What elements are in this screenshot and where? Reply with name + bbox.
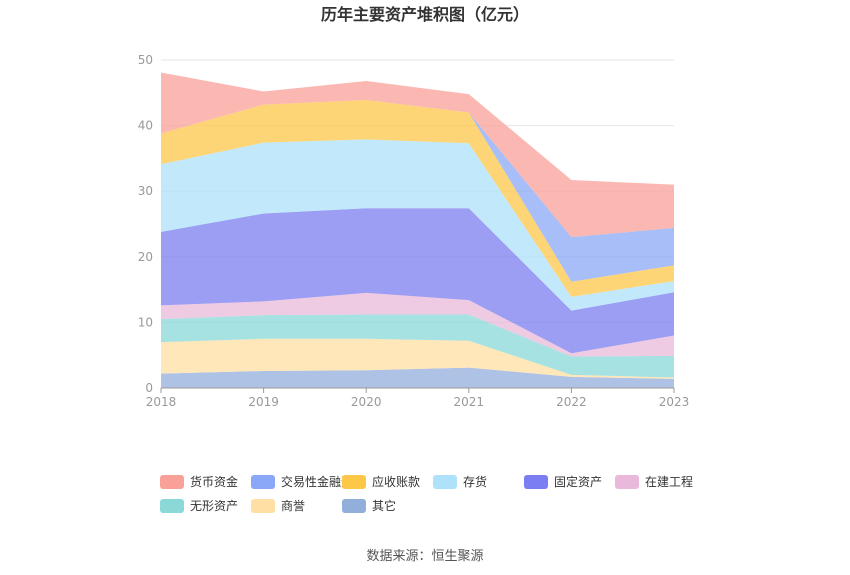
axes: 0 10 20 30 40 50 2018 2019 2020 2021 2022 2023 — [138, 53, 690, 409]
legend-label[interactable]: 其它 — [372, 498, 396, 513]
x-tick-label: 2023 — [659, 395, 690, 409]
y-tick-label: 30 — [138, 184, 153, 198]
y-tick-label: 0 — [145, 381, 153, 395]
legend-label[interactable]: 货币资金 — [190, 474, 238, 489]
area-固定资产 — [161, 208, 674, 354]
source-note: 数据来源：恒生聚源 — [366, 549, 483, 564]
chart-title: 历年主要资产堆积图（亿元） — [321, 5, 529, 24]
area-series-group — [161, 72, 674, 388]
area-货币资金 — [161, 72, 674, 238]
legend-swatch[interactable] — [342, 475, 366, 489]
legend-swatch[interactable] — [251, 475, 275, 489]
area-应收账款 — [161, 100, 674, 297]
legend-swatch[interactable] — [342, 499, 366, 513]
y-tick-label: 20 — [138, 250, 153, 264]
legend-label[interactable]: 在建工程 — [645, 474, 693, 489]
legend-label[interactable]: 无形资产 — [190, 499, 238, 513]
area-无形资产 — [161, 314, 674, 378]
legend-label[interactable]: 存货 — [463, 474, 487, 489]
x-tick-label: 2018 — [146, 395, 177, 409]
x-tick-label: 2022 — [556, 395, 587, 409]
area-在建工程 — [161, 292, 674, 357]
legend-swatch[interactable] — [160, 475, 184, 489]
y-tick-label: 10 — [138, 315, 153, 329]
legend-label[interactable]: 固定资产 — [554, 474, 602, 489]
area-其它 — [161, 367, 674, 388]
legend-label[interactable]: 商誉 — [281, 498, 305, 513]
y-tick-label: 50 — [138, 53, 153, 67]
area-商誉 — [161, 338, 674, 379]
legend-swatch[interactable] — [615, 475, 639, 489]
legend-swatch[interactable] — [251, 499, 275, 513]
legend-label[interactable]: 应收账款 — [372, 474, 420, 489]
x-tick-label: 2021 — [454, 395, 485, 409]
legend-swatch[interactable] — [160, 499, 184, 513]
y-tick-label: 40 — [138, 119, 153, 133]
area-存货 — [161, 139, 674, 311]
legend-swatch[interactable] — [433, 475, 457, 489]
x-tick-label: 2020 — [351, 395, 382, 409]
x-tick-label: 2019 — [248, 395, 279, 409]
area-交易性金融资产 — [161, 100, 674, 282]
legend-swatch[interactable] — [524, 475, 548, 489]
